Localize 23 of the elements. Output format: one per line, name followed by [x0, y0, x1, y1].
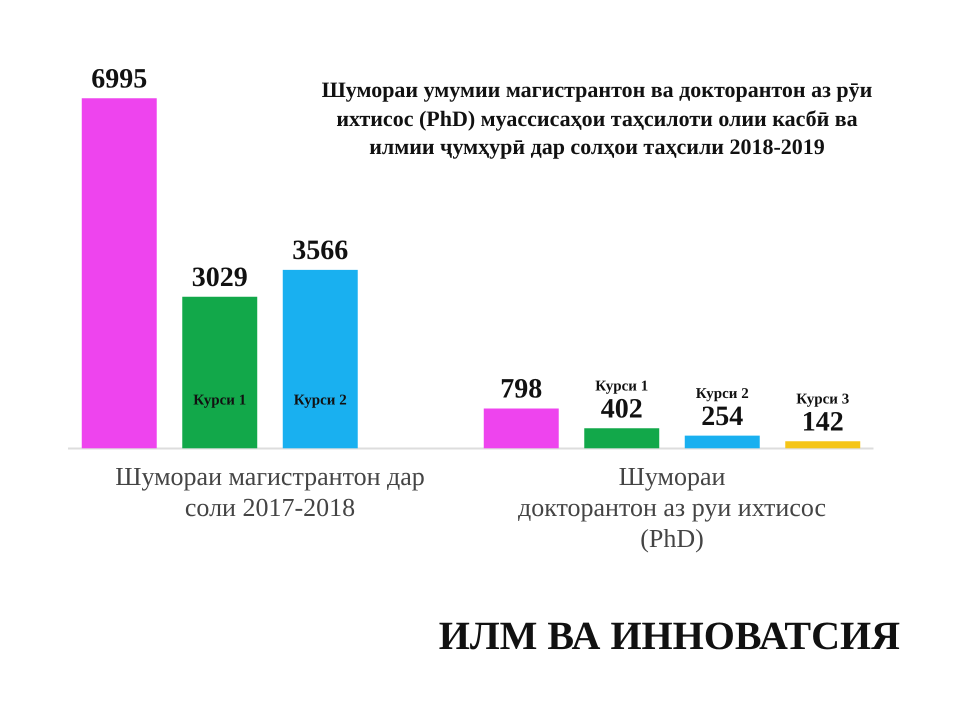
- data-label: 6995: [91, 63, 148, 94]
- bar: [82, 98, 157, 448]
- series-label: Курси 1: [193, 392, 246, 408]
- text: Курси 1: [595, 378, 648, 395]
- data-label: 798: [500, 374, 542, 405]
- bar: [584, 428, 660, 448]
- chart-title: Шумораи умумии магистрантон ва докторантон аз рӯи ихтисос (PhD) муассисаҳои таҳсилоти олии касбӣ ва илмии ҷумҳурӣ дар солҳои таҳсили 2018-2019: [320, 76, 874, 162]
- bar: [785, 441, 860, 448]
- text: Курси 2: [696, 386, 749, 402]
- bar: [484, 408, 559, 448]
- bar: [684, 436, 760, 448]
- bar: [182, 296, 258, 448]
- data-label: 3029: [192, 262, 248, 294]
- data-label: 3566: [292, 235, 348, 266]
- data-label: 402: [600, 394, 643, 425]
- text: ИЛМ ВА ИННОВАТСИЯ: [438, 612, 900, 659]
- data-label: 142: [802, 406, 844, 438]
- x-tick-label: Шумораи докторантон аз руи ихтисос (PhD): [518, 462, 826, 554]
- data-label: 254: [701, 400, 744, 432]
- text: Курси 3: [796, 392, 850, 408]
- x-tick-label: Шумораи магистрантон дар соли 2017-2018: [115, 462, 425, 522]
- series-label: Курси 2: [294, 392, 347, 408]
- bar: [282, 270, 358, 448]
